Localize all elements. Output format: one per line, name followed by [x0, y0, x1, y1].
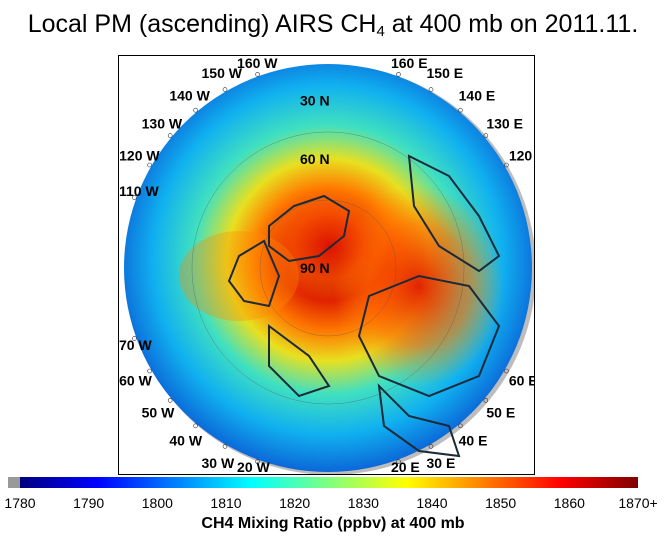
- graticule-tick: [483, 398, 489, 403]
- longitude-label: 50 W: [142, 405, 175, 421]
- graticule-tick: [428, 87, 434, 92]
- graticule-tick: [458, 107, 463, 113]
- longitude-label: 40 E: [459, 432, 488, 448]
- longitude-label: 30 W: [202, 455, 235, 471]
- longitude-label: 120 W: [119, 148, 160, 164]
- colorbar-tick: 1860: [553, 495, 585, 511]
- graticule-tick: [396, 72, 401, 77]
- colorbar-underflow: [8, 477, 20, 488]
- graticule-tick: [458, 423, 463, 429]
- graticule: [191, 131, 465, 405]
- longitude-label: 20 W: [237, 459, 270, 474]
- ch4-hotspots: [179, 186, 504, 386]
- latitude-label: 90 N: [300, 260, 330, 276]
- title-prefix: Local PM (ascending) AIRS CH: [27, 10, 377, 38]
- longitude-label: 140 W: [169, 88, 210, 104]
- graticule-tick: [193, 107, 198, 113]
- latitude-label: 30 N: [300, 93, 330, 109]
- longitude-label: 40 W: [169, 432, 202, 448]
- graticule-tick: [132, 336, 137, 341]
- colorbar-tick: 1850: [485, 495, 517, 511]
- colorbar-tick: 1800: [141, 495, 173, 511]
- title-subscript: 4: [376, 23, 385, 40]
- longitude-label: 130 E: [486, 115, 523, 131]
- longitude-label: 150 W: [202, 65, 243, 81]
- latitude-labels: 30 N 60 N 90 N: [300, 93, 330, 276]
- colorbar-tick: 1790: [73, 495, 105, 511]
- longitude-label: 110 W: [119, 183, 159, 199]
- coastlines: [227, 154, 501, 458]
- colorbar-tick: 1820: [279, 495, 311, 511]
- graticule-tick: [504, 162, 509, 168]
- colorbar-label: CH4 Mixing Ratio (ppbv) at 400 mb: [201, 515, 465, 532]
- colorbar-tick: 1830: [347, 495, 379, 511]
- longitude-label: 60 W: [119, 373, 152, 389]
- figure-title: Local PM (ascending) AIRS CH4 at 400 mb …: [0, 10, 666, 40]
- colorbar-tick: 1810: [210, 495, 242, 511]
- title-suffix: at 400 mb on 2011.11.: [384, 10, 639, 38]
- longitude-label: 50 E: [486, 405, 515, 421]
- graticule-tick: [255, 72, 260, 77]
- colorbar-tick: 1840: [416, 495, 448, 511]
- map-frame: 160 W 150 W 140 W 130 W 120 W 110 W 70 W 60 W 50…: [118, 55, 535, 475]
- longitude-label: 130 W: [142, 115, 183, 131]
- latitude-label: 60 N: [300, 151, 330, 167]
- longitude-label: 120 E: [509, 148, 534, 164]
- graticule-tick: [222, 87, 228, 92]
- longitude-label: 160 W: [237, 56, 278, 71]
- graticule-tick: [132, 195, 137, 200]
- longitude-label: 150 E: [427, 65, 464, 81]
- graticule-tick: [147, 162, 152, 168]
- longitude-label: 30 E: [427, 455, 456, 471]
- graticule-tick: [255, 459, 260, 464]
- graticule-tick: [483, 133, 489, 138]
- longitude-label: 70 W: [119, 337, 152, 353]
- longitude-label: 20 E: [391, 459, 420, 474]
- longitude-label: 160 E: [391, 56, 428, 71]
- graticule-tick: [167, 133, 173, 138]
- graticule-tick: [504, 368, 509, 374]
- graticule-tick: [147, 368, 152, 374]
- graticule-tick: [193, 423, 198, 429]
- colorbar: [8, 477, 638, 488]
- graticule-tick: [428, 444, 434, 449]
- graticule-tick: [222, 444, 228, 449]
- colorbar-tick: 1780: [4, 495, 36, 511]
- graticule-tick: [167, 398, 173, 403]
- longitude-label: 140 E: [459, 88, 496, 104]
- longitude-label: 60 E: [509, 373, 534, 389]
- colorbar-tick-labels: 1780 1790 1800 1810 1820 1830 1840 1850 1860 1870…: [0, 495, 666, 515]
- graticule-tick: [396, 459, 401, 464]
- colorbar-tick: 1870+: [618, 495, 658, 511]
